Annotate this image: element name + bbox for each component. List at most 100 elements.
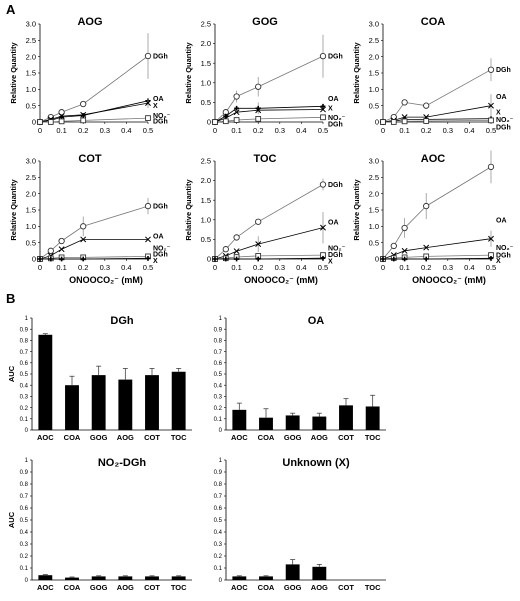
marker-5-3-4 xyxy=(488,255,494,261)
series-dgh xyxy=(379,150,495,263)
y-axis-label: Relative Quantity xyxy=(9,179,18,241)
category-label: COA xyxy=(258,583,275,592)
series-end-label: X xyxy=(496,258,501,265)
bar-aog xyxy=(118,379,133,430)
bar-toc xyxy=(365,406,380,430)
marker-3-0-3 xyxy=(80,223,87,230)
x-tick-label: 0.4 xyxy=(296,263,306,272)
category-label: AOG xyxy=(311,433,328,442)
bar-aoc xyxy=(232,409,247,430)
marker-4-3-4 xyxy=(320,255,326,261)
x-tick-label: 0.5 xyxy=(318,126,328,135)
category-label: AOC xyxy=(37,433,54,442)
marker-4-3-3 xyxy=(255,256,261,262)
x-tick-label: 0.3 xyxy=(275,126,285,135)
category-label: COT xyxy=(338,583,354,592)
y-tick-label: 0.3 xyxy=(20,395,29,401)
category-label: TOC xyxy=(171,583,187,592)
marker-3-1-2 xyxy=(58,246,65,253)
category-label: TOC xyxy=(365,583,381,592)
marker-5-3-0 xyxy=(380,256,386,262)
marker-3-1-4 xyxy=(145,236,151,243)
marker-0-2-2 xyxy=(58,113,65,120)
y-tick-label: 0.1 xyxy=(20,566,29,572)
y-tick-label: 0.6 xyxy=(214,361,223,367)
x-tick-label: 0.5 xyxy=(143,126,153,135)
y-tick-label: 2.0 xyxy=(369,189,379,198)
y-axis-label: Relative Quantity xyxy=(184,179,193,241)
series-end-label: OA xyxy=(153,96,164,103)
series-end-label: NO₂⁻ xyxy=(496,117,514,124)
y-tick-label: 0.5 xyxy=(201,98,211,107)
chart-1: 0 0.5 1.0 1.5 2.0 2.5 0 0.1 0.2 0.3 0.4 0.5 GOG Relat… xyxy=(184,16,346,135)
bar-aoc xyxy=(38,575,53,580)
y-tick-label: 0.1 xyxy=(214,417,223,423)
y-tick-label: 0 xyxy=(32,255,36,264)
marker-4-0-1 xyxy=(222,246,229,253)
chart-title: OA xyxy=(308,315,325,327)
y-tick-label: 0.4 xyxy=(214,383,223,389)
marker-0-2-4 xyxy=(145,100,151,107)
y-tick-label: 2.0 xyxy=(26,52,36,61)
series-x xyxy=(212,255,326,262)
y-tick-label: 0.8 xyxy=(20,482,29,488)
x-tick-label: 0.3 xyxy=(100,263,110,272)
y-tick-label: 0.7 xyxy=(20,350,29,356)
y-tick-label: 0.4 xyxy=(20,530,29,536)
category-label: COT xyxy=(144,433,160,442)
y-tick-label: 2.5 xyxy=(26,36,36,45)
series-oa xyxy=(212,211,326,262)
category-label: AOG xyxy=(117,583,134,592)
x-tick-label: 0.5 xyxy=(486,263,496,272)
y-tick-label: 0.7 xyxy=(20,494,29,500)
series-end-label: DGh xyxy=(153,252,168,259)
series-end-label: NO₂⁻ xyxy=(153,246,171,253)
bar-aoc xyxy=(232,576,247,580)
series-x xyxy=(37,98,151,125)
y-tick-label: 0.1 xyxy=(214,566,223,572)
bar-coa xyxy=(65,577,79,580)
marker-1-0-4 xyxy=(319,52,327,60)
y-tick-label: 0.5 xyxy=(26,238,36,247)
series-end-label: DGh xyxy=(328,121,343,128)
series-x xyxy=(380,255,494,262)
y-tick-label: 3.0 xyxy=(26,20,36,29)
chart-title: COA xyxy=(421,16,446,28)
y-tick-label: 0.9 xyxy=(20,327,29,333)
y-tick-label: 0.5 xyxy=(369,101,379,110)
marker-2-0-4 xyxy=(487,66,495,73)
y-tick-label: 1.0 xyxy=(26,85,36,94)
chart-6: 0 0.1 0.2 0.3 0.4 0.5 0.6 0.7 0.8 0.9 1 DGh AUC AOC CO… xyxy=(7,315,192,442)
y-tick-label: 2.0 xyxy=(201,176,211,185)
y-axis-label: AUC xyxy=(7,511,16,528)
y-tick-label: 0.2 xyxy=(214,554,223,560)
marker-4-0-4 xyxy=(319,181,327,188)
x-axis-label: ONOOCO₂⁻ (mM) xyxy=(412,275,486,285)
category-label: COA xyxy=(64,583,81,592)
series-oa xyxy=(37,98,151,125)
series-oa xyxy=(380,230,494,262)
marker-4-0-3 xyxy=(255,218,262,225)
category-label: AOC xyxy=(231,433,248,442)
y-axis-label: Relative Quantity xyxy=(9,42,18,104)
series-end-label: DGh xyxy=(153,54,168,61)
y-tick-label: 1 xyxy=(25,316,29,322)
y-tick-label: 3.0 xyxy=(369,20,379,29)
x-tick-label: 0 xyxy=(213,126,217,135)
series-end-label: OA xyxy=(328,96,339,103)
marker-4-3-1 xyxy=(223,256,229,262)
series-end-label: NO₂⁻ xyxy=(496,245,514,252)
panel-b-label: B xyxy=(6,291,15,306)
series-no2-dgh xyxy=(380,117,494,125)
x-tick-label: 0 xyxy=(38,126,42,135)
y-tick-label: 0 xyxy=(219,428,223,434)
series-end-label: DGh xyxy=(496,124,511,131)
category-label: AOG xyxy=(311,583,328,592)
chart-title: COT xyxy=(78,153,102,165)
chart-8: 0 0.1 0.2 0.3 0.4 0.5 0.6 0.7 0.8 0.9 1 NO₂-DGh AUC A… xyxy=(7,457,192,592)
y-tick-label: 2.5 xyxy=(369,36,379,45)
marker-4-0-2 xyxy=(233,234,240,241)
y-tick-label: 0 xyxy=(25,578,29,584)
marker-1-2-3 xyxy=(255,107,262,114)
y-tick-label: 2.0 xyxy=(369,52,379,61)
